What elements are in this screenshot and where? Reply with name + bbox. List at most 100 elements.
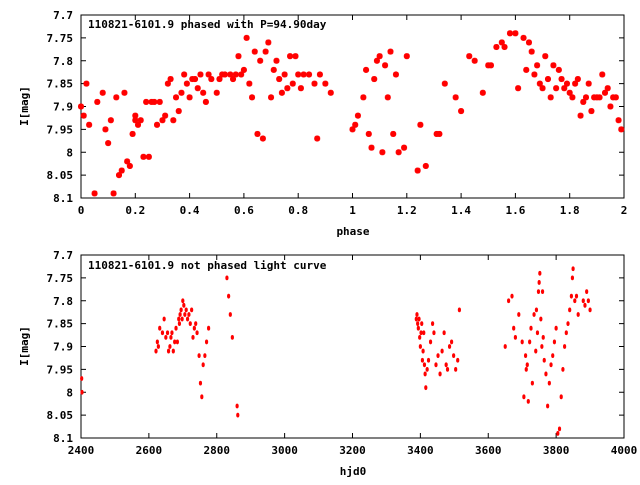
phased-data-point [577,112,584,119]
phased-data-point [555,66,562,73]
unphased-data-point [523,353,528,359]
phased-data-point [197,71,204,78]
phased-data-point [135,121,142,128]
unphased-data-point [452,353,456,359]
phased-data-point [566,89,573,96]
phased-data-point [314,135,321,142]
phased-data-point [243,34,250,41]
phased-data-point [102,126,109,133]
phased-data-point [181,71,188,78]
unphased-data-point [520,339,524,345]
phased-data-point [287,53,294,60]
phased-data-point [221,71,228,78]
unphased-data-point [180,316,184,322]
phased-y-tick-label: 7.8 [53,55,73,68]
phased-data-point [376,53,383,60]
unphased-data-point [417,316,421,322]
unphased-data-point [557,426,562,432]
unphased-data-point [528,339,532,345]
phased-y-tick-label: 8.05 [47,169,74,182]
phased-data-point [257,57,264,64]
phased-data-point [525,39,532,46]
unphased-data-point [228,312,232,317]
phased-data-point [86,121,93,128]
phased-data-point [132,117,139,124]
unphased-data-point [440,348,444,354]
unphased-data-point [184,307,188,313]
unphased-x-axis-label: hjd0 [340,465,367,478]
unphased-data-point [449,339,454,345]
phased-data-point [297,85,304,92]
unphased-data-point [540,289,545,294]
unphased-x-tick-label: 3000 [271,444,298,457]
phased-data-point [186,94,193,101]
phased-data-point [373,57,380,64]
unphased-data-point [507,298,511,304]
unphased-data-point [581,298,585,304]
unphased-data-point [574,293,579,299]
phased-data-point [360,94,367,101]
unphased-data-point [195,330,199,336]
unphased-data-point [423,371,427,377]
phased-data-point [143,98,150,105]
unphased-data-point [430,321,435,327]
unphased-y-tick-label: 7.75 [47,272,74,285]
unphased-data-point [166,348,171,354]
unphased-data-point [170,330,174,336]
unphased-data-point [194,321,198,327]
phased-data-point [572,80,579,87]
phased-data-point [561,85,568,92]
unphased-x-tick-label: 2800 [204,444,231,457]
unphased-data-point [414,316,418,322]
phased-data-point [371,76,378,83]
phased-data-point [292,53,299,60]
unphased-data-point [177,321,182,327]
unphased-data-point [236,412,240,418]
unphased-data-point [201,362,205,368]
phased-data-point [107,117,114,124]
phased-data-point [192,76,199,83]
unphased-data-points [80,266,592,436]
phased-data-point [259,135,266,142]
unphased-plot-title: 110821-6101.9 not phased light curve [88,259,327,272]
unphased-data-point [173,339,177,345]
unphased-y-tick-label: 7.7 [53,249,73,262]
phased-data-point [569,94,576,101]
phased-data-point [501,44,508,51]
unphased-data-point [445,366,450,372]
phased-data-point [582,94,589,101]
phased-data-point [175,108,182,115]
phased-data-point [295,71,302,78]
unphased-data-point [227,293,231,299]
phased-y-tick-label: 8.1 [53,192,73,205]
unphased-data-point [569,293,573,299]
phased-data-point [251,48,258,55]
phased-data-point [205,71,212,78]
phased-data-point [118,167,125,174]
phased-data-point [534,62,541,69]
unphased-y-tick-label: 8.1 [53,432,73,445]
unphased-data-point [169,334,173,340]
phased-data-point [306,71,313,78]
phased-data-point [607,103,614,110]
phased-data-point [512,30,519,37]
phased-data-point [200,89,207,96]
phased-x-tick-label: 0.2 [125,204,145,217]
unphased-data-point [419,330,423,336]
phased-data-point [542,53,549,60]
phased-data-point [265,39,272,46]
phased-data-point [121,89,128,96]
unphased-y-tick-label: 8 [66,386,73,399]
phased-data-point [240,66,247,73]
unphased-data-point [204,339,209,345]
phased-plot-title: 110821-6101.9 phased with P=94.90day [88,18,327,31]
phased-data-point [246,80,253,87]
phased-data-point [113,94,120,101]
unphased-data-point [191,334,195,340]
phased-data-point [156,98,163,105]
unphased-data-point [538,270,542,276]
phased-data-point [506,30,513,37]
phased-data-point [311,80,318,87]
phased-data-point [99,89,106,96]
phased-data-point [550,62,557,69]
